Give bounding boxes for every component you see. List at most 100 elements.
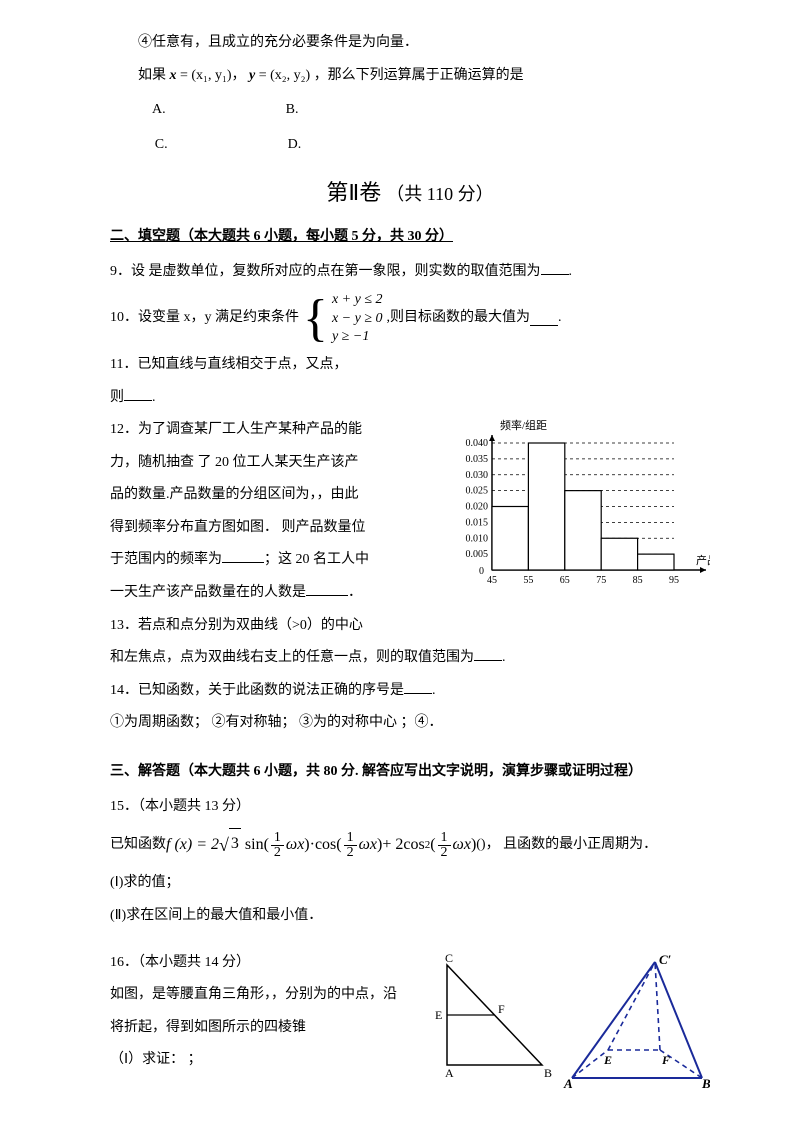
q15-lp: ( <box>430 830 435 860</box>
q8-stem-pre: 如果 <box>138 68 170 83</box>
q15-wx3: ωx <box>453 830 471 860</box>
svg-text:产品数量: 产品数量 <box>696 553 710 567</box>
section3-heading: 三、解答题（本大题共 6 小题，共 80 分. 解答应写出文字说明，演算步骤或证… <box>110 759 710 786</box>
q16-head: 16．（本小题共 14 分） <box>110 950 422 977</box>
part2-title-left: 第Ⅱ卷 <box>326 180 381 205</box>
q12-l6a: 一天生产该产品数量在的人数是 <box>110 585 306 600</box>
triangle-svg: ABCEF <box>432 950 552 1080</box>
q15-cos2: cos <box>403 830 424 860</box>
svg-text:E: E <box>435 1008 442 1022</box>
q16-text: 16．（本小题共 14 分） 如图，是等腰直角三角形，，分别为的中点，沿 将折起… <box>110 950 422 1080</box>
part2-title: 第Ⅱ卷 （共 110 分） <box>110 172 710 214</box>
q15-cos: cos( <box>315 830 342 860</box>
q10-r2: x − y ≥ 0 <box>332 310 383 328</box>
q11-tail: . <box>152 390 156 405</box>
q8-stem: 如果 x = (x₁, y₁)， y = (x₂, y₂) ，那么下列运算属于正… <box>110 63 710 90</box>
svg-text:C′: C′ <box>659 952 672 967</box>
q8-cond4: ④任意有，且成立的充分必要条件是为向量． <box>110 30 710 57</box>
q16-wrap: 16．（本小题共 14 分） 如图，是等腰直角三角形，，分别为的中点，沿 将折起… <box>110 950 710 1090</box>
q15-wx1: ωx <box>286 830 304 860</box>
sqrt-icon: √3 <box>219 828 241 862</box>
q14-l2: ①为周期函数； ②有对称轴； ③为的对称中心 ；④． <box>110 710 710 737</box>
q12-l2: 力，随机抽查 了 20 位工人某天生产该产 <box>110 450 440 477</box>
q15-body: 已知函数 f (x) = 2 √3 sin( 12 ωx ) · cos( 12… <box>110 828 710 929</box>
svg-text:45: 45 <box>487 575 497 586</box>
q12-text: 12．为了调查某厂工人生产某种产品的能 力，随机抽查 了 20 位工人某天生产该… <box>110 417 440 613</box>
q12-blank1 <box>222 549 264 563</box>
q10-r1: x + y ≤ 2 <box>332 291 383 309</box>
brace-icon: { <box>303 293 328 345</box>
svg-text:F: F <box>498 1002 505 1016</box>
q12-l3: 品的数量.产品数量的分组区间为，，由此 <box>110 482 440 509</box>
svg-text:F: F <box>661 1053 670 1067</box>
q15-p1: (Ⅰ)求的值； <box>110 870 710 897</box>
histogram-svg: 频率/组距0.0050.0100.0150.0200.0250.0300.035… <box>450 417 710 592</box>
q8-opt-d: D. <box>288 132 302 159</box>
q16-l2: 将折起，得到如图所示的四棱锥 <box>110 1015 422 1042</box>
q15-p2: (Ⅱ)求在区间上的最大值和最小值． <box>110 903 710 930</box>
q10-r3: y ≥ −1 <box>332 328 383 346</box>
svg-text:A: A <box>563 1076 573 1090</box>
svg-text:0.030: 0.030 <box>466 470 489 481</box>
svg-text:65: 65 <box>560 575 570 586</box>
svg-text:B: B <box>544 1066 552 1080</box>
frac-n2: 1 <box>344 831 357 846</box>
q13-l2-text: 和左焦点，点为双曲线右支上的任意一点，则的取值范围为 <box>110 650 474 665</box>
q8-tail: ，那么下列运算属于正确运算的是 <box>314 68 524 83</box>
q10-post: ,则目标函数的最大值为 <box>387 305 531 332</box>
q15-formula: 已知函数 f (x) = 2 √3 sin( 12 ωx ) · cos( 12… <box>110 828 710 862</box>
q8-y: y <box>249 68 255 83</box>
q12-l5b: ；这 20 名工人中 <box>264 552 369 567</box>
q9-text: 9．设 是虚数单位，复数所对应的点在第一象限，则实数的取值范围为 <box>110 264 541 279</box>
svg-text:0.040: 0.040 <box>466 438 489 449</box>
q10: 10．设变量 x，y 满足约束条件 { x + y ≤ 2 x − y ≥ 0 … <box>110 291 710 346</box>
q11-blank <box>124 387 152 401</box>
q14-l1: 14．已知函数，关于此函数的说法正确的序号是. <box>110 678 710 705</box>
q15-head: 15．（本小题共 13 分） <box>110 794 710 821</box>
q11-l2: 则. <box>110 385 710 412</box>
q12-l1: 12．为了调查某厂工人生产某种产品的能 <box>110 417 440 444</box>
q11-l1: 11．已知直线与直线相交于点，又点， <box>110 352 710 379</box>
svg-text:95: 95 <box>669 575 679 586</box>
q15-pre: 已知函数 <box>110 832 166 859</box>
q14-blank <box>404 680 432 694</box>
q10-tail: . <box>558 305 562 332</box>
q8-ydef: = (x₂, y₂) <box>259 68 310 83</box>
q15-frac3: 12 <box>438 831 451 860</box>
q15-sqrt-val: 3 <box>229 828 241 859</box>
q12-l4: 得到频率分布直方图如图． 则产品数量位 <box>110 515 440 542</box>
q12-l6: 一天生产该产品数量在的人数是． <box>110 580 440 607</box>
q13-tail: . <box>502 650 506 665</box>
q12-chart: 频率/组距0.0050.0100.0150.0200.0250.0300.035… <box>450 417 710 603</box>
q12-wrap: 12．为了调查某厂工人生产某种产品的能 力，随机抽查 了 20 位工人某天生产该… <box>110 417 710 613</box>
section2-heading: 二、填空题（本大题共 6 小题，每小题 5 分，共 30 分） <box>110 224 710 251</box>
svg-text:55: 55 <box>523 575 533 586</box>
frac-n: 1 <box>271 831 284 846</box>
q11-l2-text: 则 <box>110 390 124 405</box>
q15-wx2: ωx <box>359 830 377 860</box>
svg-text:0.035: 0.035 <box>466 454 489 465</box>
pyramid-svg: ABC′EF <box>560 950 710 1090</box>
svg-text:0.005: 0.005 <box>466 549 489 560</box>
q8-opt-c: C. <box>155 132 168 159</box>
frac-d3: 2 <box>438 846 451 860</box>
q15-sin: sin( <box>245 830 269 860</box>
svg-text:0.010: 0.010 <box>466 533 489 544</box>
svg-text:0: 0 <box>479 566 484 577</box>
svg-text:85: 85 <box>633 575 643 586</box>
q13-blank <box>474 647 502 661</box>
q10-brace: { x + y ≤ 2 x − y ≥ 0 y ≥ −1 <box>303 291 383 346</box>
q8-x: x <box>170 68 177 83</box>
q8-opt-a: A. <box>152 97 166 124</box>
q13-l1: 13．若点和点分别为双曲线（>0）的中心 <box>110 613 710 640</box>
q10-blank <box>530 312 558 326</box>
svg-text:频率/组距: 频率/组距 <box>500 418 547 432</box>
svg-text:C: C <box>445 951 453 965</box>
q13-l2: 和左焦点，点为双曲线右支上的任意一点，则的取值范围为. <box>110 645 710 672</box>
q8-options-row1: A. B. <box>152 97 710 124</box>
frac-d2: 2 <box>344 846 357 860</box>
q16-figs: AB C E F ABC′EF <box>432 950 710 1090</box>
q12-l5: 于范围内的频率为；这 20 名工人中 <box>110 547 440 574</box>
q12-blank2 <box>306 582 348 596</box>
q15-frac2: 12 <box>344 831 357 860</box>
